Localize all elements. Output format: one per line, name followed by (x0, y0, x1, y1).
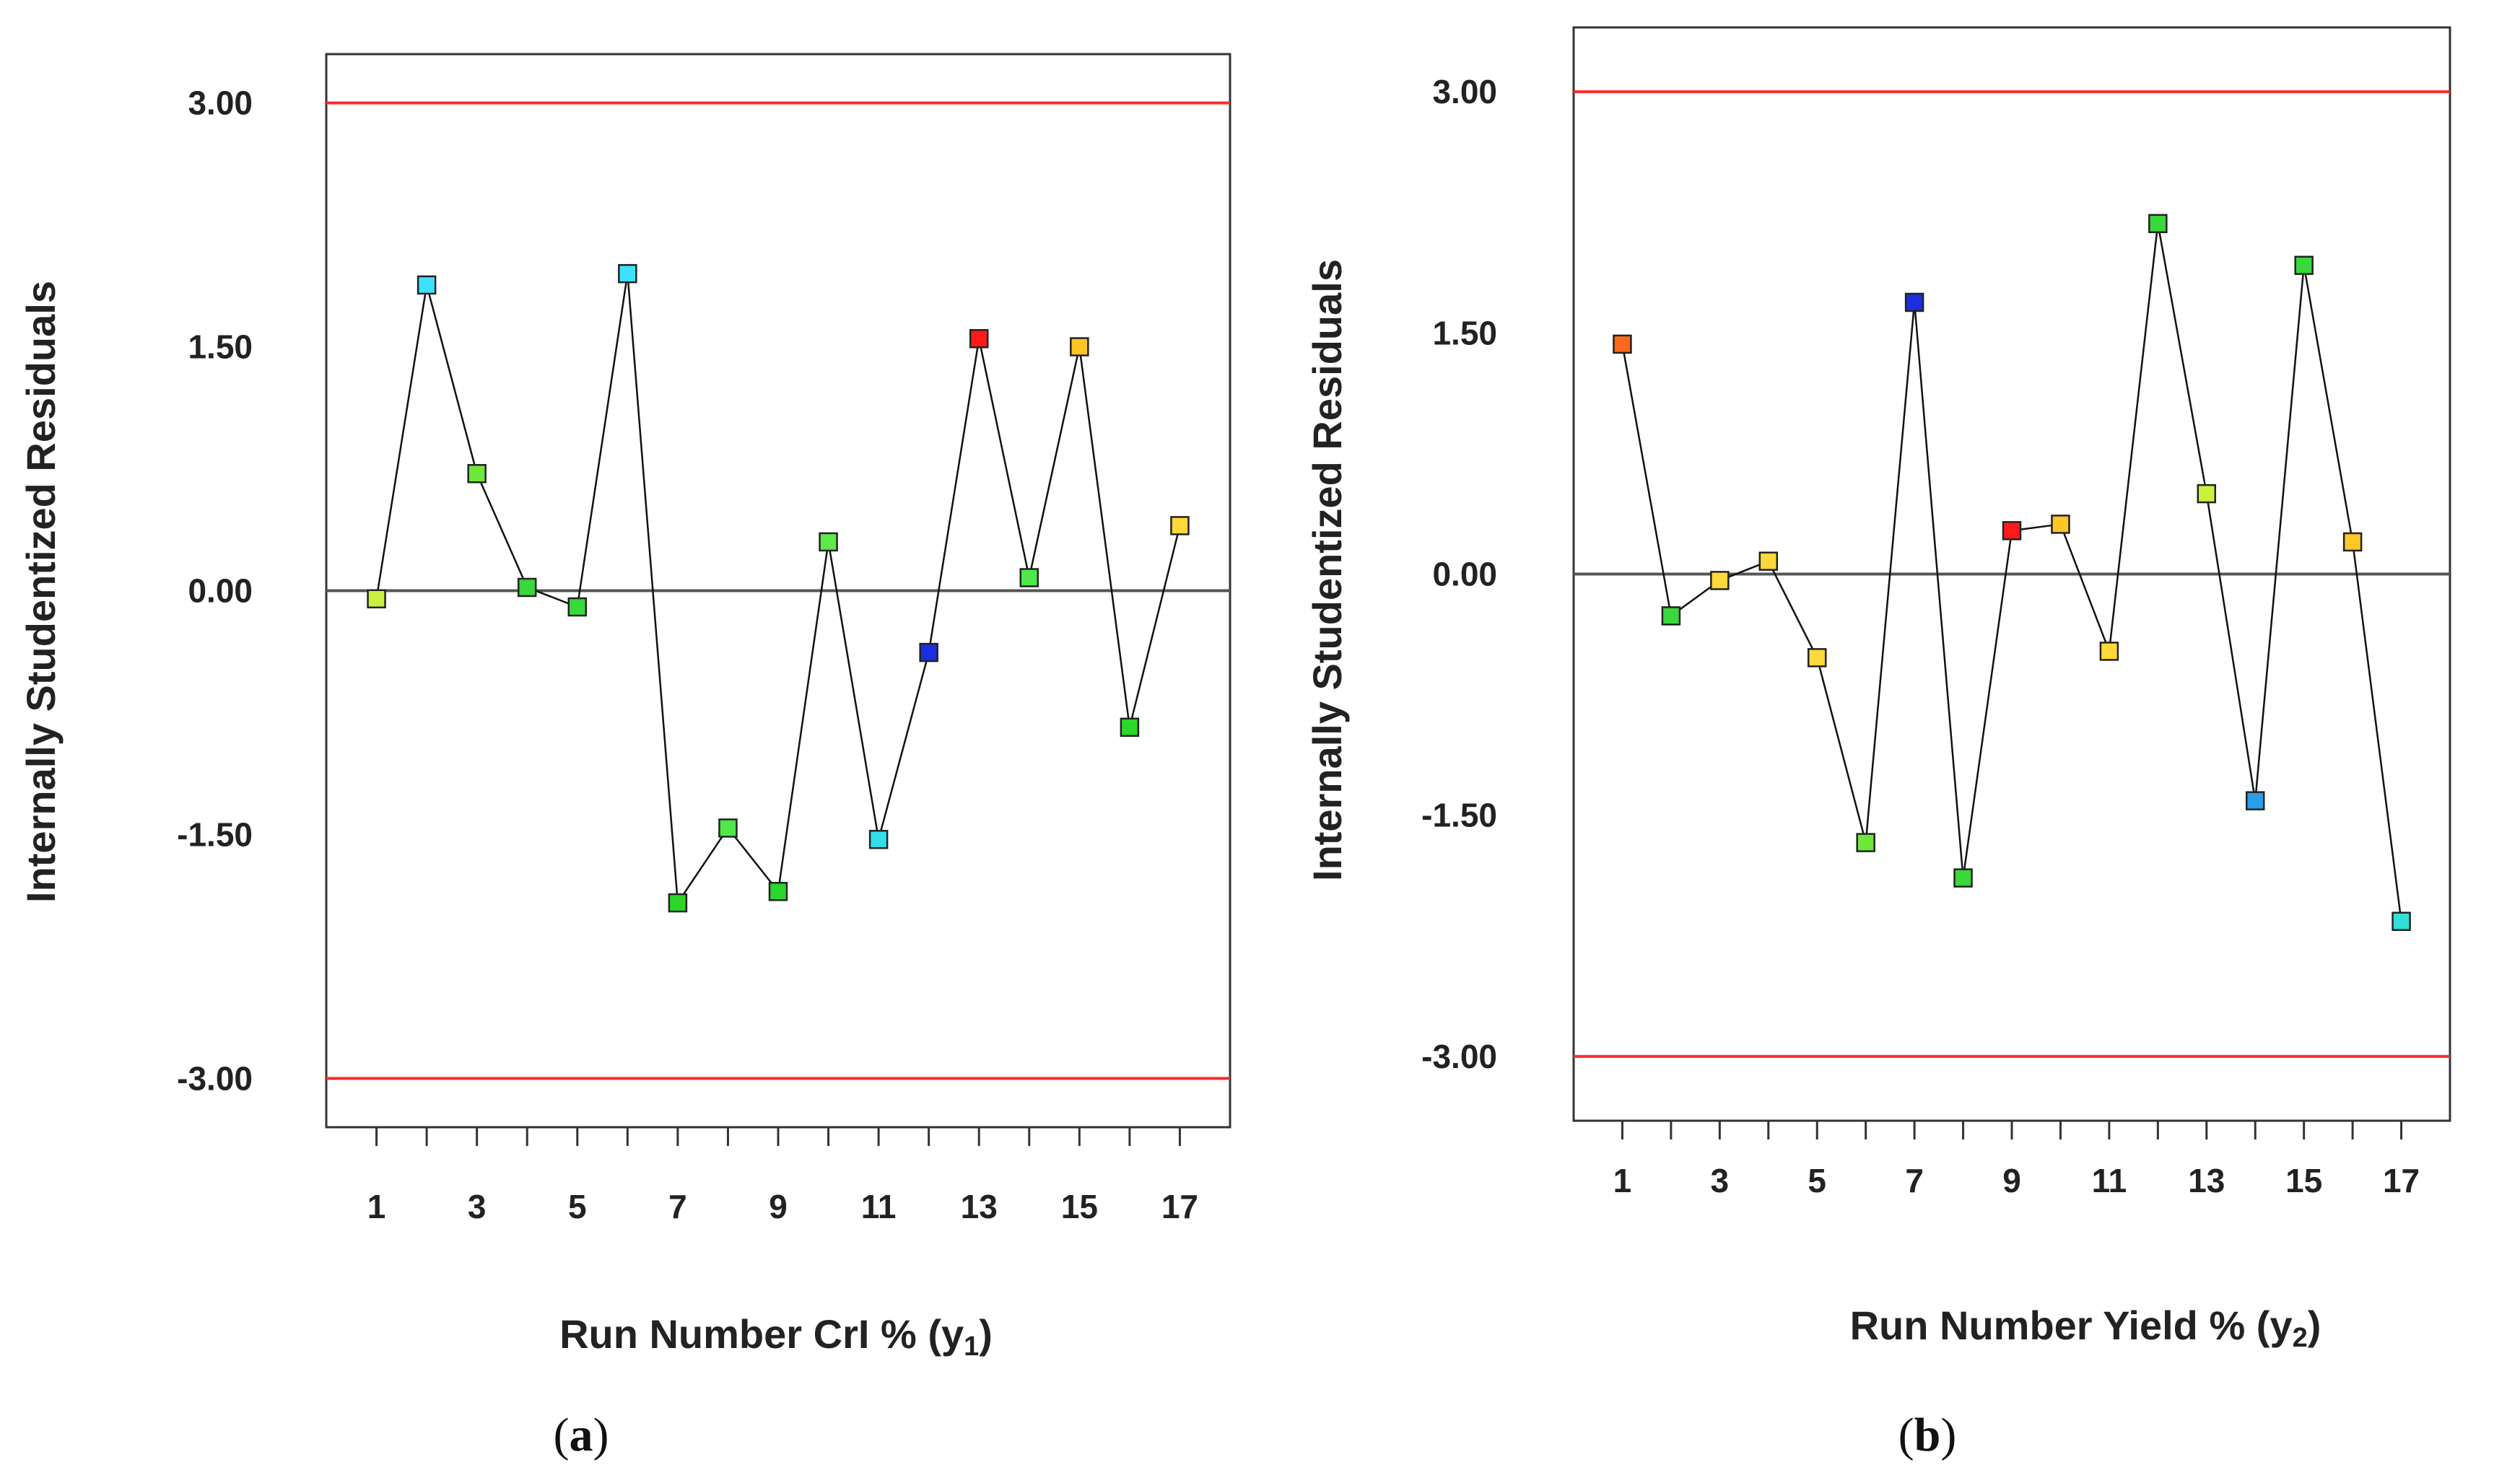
x-tick-label: 3 (1711, 1162, 1730, 1199)
y-axis-title: Internally Studentized Residuals (18, 281, 64, 903)
y-axis-title: Internally Studentized Residuals (1304, 259, 1350, 881)
x-tick-label: 5 (1808, 1162, 1826, 1199)
residual-point (1904, 292, 1924, 312)
residual-point (2148, 214, 2168, 234)
x-tick-label: 1 (367, 1188, 386, 1225)
y-tick-label: -3.00 (1421, 1038, 1497, 1075)
panel-label: (a) (554, 1409, 609, 1461)
residual-point (819, 532, 838, 552)
x-tick-label: 11 (861, 1188, 897, 1225)
y-tick-label: -1.50 (1421, 797, 1497, 834)
x-tick-label: 7 (668, 1188, 687, 1225)
residual-point (2197, 484, 2217, 504)
residual-point (1758, 551, 1779, 571)
y-tick-label: 1.50 (1432, 314, 1497, 351)
residual-point (1613, 334, 1632, 354)
residual-point (768, 882, 788, 901)
residual-point (1661, 606, 1681, 626)
x-axis-title: Run Number CrI % (y1) (559, 1311, 993, 1362)
y-tick-label: 0.00 (188, 572, 253, 610)
panel-b-residuals-vs-run: 3.001.500.00-1.50-3.001 3 5 7 9 11 13 15 17Inter… (1304, 26, 2451, 1461)
residual-point (919, 642, 938, 662)
x-tick-label: 3 (468, 1188, 487, 1225)
residual-point (868, 829, 889, 849)
residual-point (2051, 515, 2070, 534)
x-tick-label: 9 (769, 1188, 788, 1225)
residual-point (1019, 568, 1039, 587)
residual-point (2294, 255, 2314, 275)
x-tick-label: 15 (1061, 1188, 1098, 1225)
x-axis-title: Run Number Yield % (y2) (1850, 1303, 2321, 1353)
x-tick-label: 17 (2383, 1162, 2420, 1199)
residual-point (1807, 648, 1827, 668)
residual-point (668, 893, 688, 913)
residual-point (2002, 521, 2022, 541)
residual-point (567, 597, 588, 617)
residual-point (517, 577, 537, 598)
residual-point (1170, 516, 1190, 535)
x-tick-label: 13 (2188, 1162, 2225, 1199)
residual-point (718, 818, 738, 838)
x-tick-label: 1 (1613, 1162, 1632, 1199)
residual-point (367, 589, 386, 609)
x-tick-label: 15 (2285, 1162, 2322, 1199)
panel-label: (b) (1898, 1409, 1957, 1461)
residual-point (2245, 791, 2265, 810)
y-tick-label: 0.00 (1432, 556, 1497, 593)
residual-point (1710, 571, 1730, 590)
y-tick-label: 3.00 (1432, 73, 1497, 110)
x-tick-label: 17 (1161, 1188, 1198, 1225)
residual-series-line (1621, 223, 2402, 922)
residual-point (1070, 337, 1089, 356)
y-tick-label: 1.50 (188, 328, 253, 366)
y-tick-label: -1.50 (177, 815, 253, 853)
residual-point (1120, 717, 1140, 738)
x-tick-label: 13 (961, 1188, 998, 1225)
residual-point (618, 263, 637, 284)
residual-point (2392, 911, 2411, 931)
residual-series-line (375, 273, 1181, 906)
y-tick-label: -3.00 (177, 1059, 253, 1097)
residual-point (969, 329, 989, 349)
x-tick-label: 5 (568, 1188, 587, 1225)
residual-point (417, 275, 437, 295)
residual-point (2099, 642, 2119, 661)
y-tick-label: 3.00 (188, 84, 253, 122)
x-tick-label: 9 (2002, 1162, 2021, 1199)
residual-point (1856, 833, 1875, 852)
residual-point (2342, 532, 2363, 552)
x-tick-label: 7 (1905, 1162, 1924, 1199)
residual-point (1953, 868, 1973, 888)
residual-point (467, 464, 487, 484)
panel-a-residuals-vs-run: 3.001.500.00-1.50-3.001 3 5 7 9 11 13 15 17Inter… (18, 53, 1231, 1461)
x-tick-label: 11 (2092, 1162, 2127, 1199)
